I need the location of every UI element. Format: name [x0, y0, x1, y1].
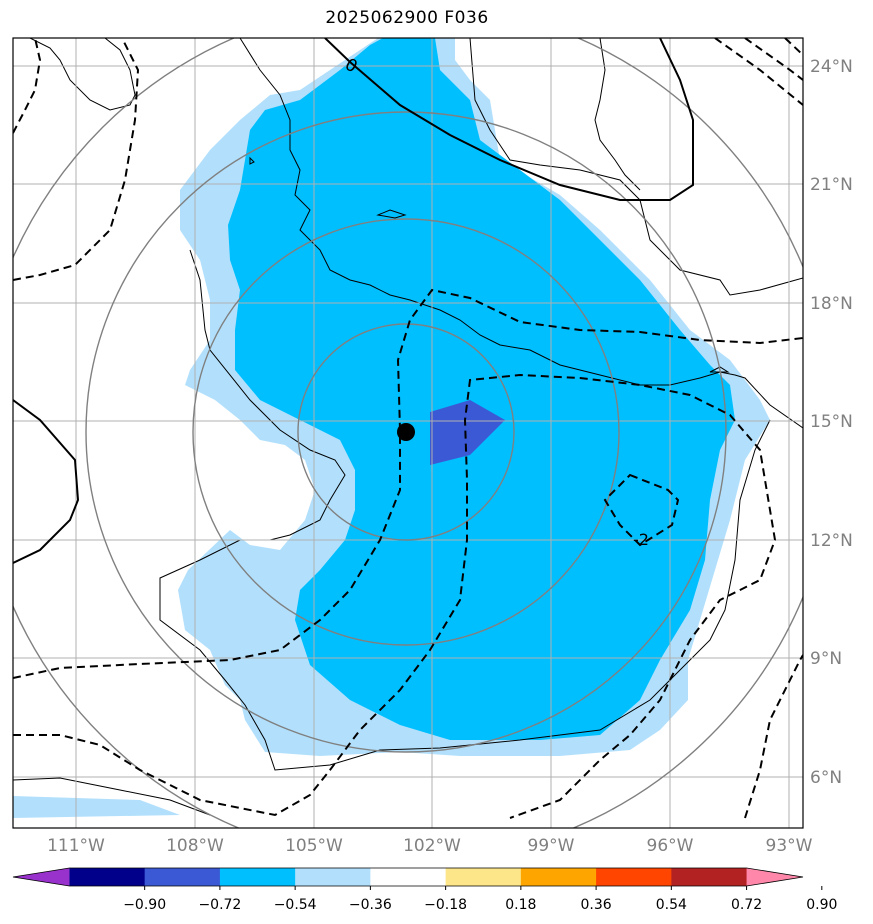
lat-tick-label: 6°N [810, 768, 842, 788]
colorbar-tick-label: −0.18 [424, 897, 467, 913]
colorbar-segment [445, 868, 522, 886]
lon-tick-label: 93°W [766, 836, 813, 856]
lon-tick-label: 111°W [47, 836, 105, 856]
colorbar-extend-min [13, 868, 70, 886]
lat-tick-label: 15°N [810, 412, 853, 432]
coastlines [13, 38, 803, 816]
colorbar-segment [295, 868, 371, 886]
lon-tick-label: 96°W [647, 836, 694, 856]
colorbar-segment [144, 868, 221, 886]
colorbar-tick-label: −0.54 [274, 897, 317, 913]
colorbar-segment [219, 868, 296, 886]
map-frame [12, 37, 804, 829]
lat-tick-label: 18°N [810, 294, 853, 314]
contour-label-minus-two: -2 [633, 530, 649, 549]
colorbar-segment [370, 868, 447, 886]
colorbar-tick-label: −0.90 [123, 897, 166, 913]
colorbar-segment [69, 868, 146, 886]
lat-tick-label: 24°N [810, 57, 853, 77]
colorbar-outline [12, 867, 804, 887]
colorbar-tick-label: 0.54 [656, 897, 687, 913]
longitude-tick-labels: 111°W 108°W 105°W 102°W 99°W 96°W 93°W [47, 836, 813, 856]
lon-tick-label: 108°W [166, 836, 224, 856]
lon-tick-label: 105°W [285, 836, 343, 856]
colorbar-extend-max [746, 868, 803, 886]
storm-center-marker [397, 423, 415, 441]
solid-contours [13, 38, 694, 564]
colorbar-tick-label: −0.36 [349, 897, 392, 913]
latitude-tick-labels: 24°N 21°N 18°N 15°N 12°N 9°N 6°N [810, 57, 853, 788]
colorbar-segment [671, 868, 748, 886]
colorbar-tick-label: 0.18 [505, 897, 536, 913]
lon-tick-label: 99°W [528, 836, 575, 856]
colorbar-tick-label: 0.72 [731, 897, 762, 913]
lon-tick-label: 102°W [403, 836, 461, 856]
colorbar-tick-label: −0.72 [198, 897, 241, 913]
range-rings [13, 38, 803, 828]
lat-tick-label: 12°N [810, 531, 853, 551]
colorbar-tick-label: 0.90 [806, 897, 837, 913]
map-area: 0 -2 [13, 38, 803, 828]
dashed-contours [13, 38, 803, 819]
shade-mid-region [228, 38, 735, 740]
colorbar-tick-label: 0.36 [581, 897, 612, 913]
lat-tick-label: 21°N [810, 175, 853, 195]
colorbar-segment [596, 868, 672, 886]
shade-dark-region [430, 400, 505, 465]
map-title: 2025062900 F036 [325, 8, 489, 28]
colorbar-segment [520, 868, 597, 886]
lat-tick-label: 9°N [810, 649, 842, 669]
colorbar: −0.90 −0.72 −0.54 −0.36 −0.18 0.18 0.36 0.54 0.7… [12, 867, 837, 913]
shade-light-strip [13, 796, 180, 818]
